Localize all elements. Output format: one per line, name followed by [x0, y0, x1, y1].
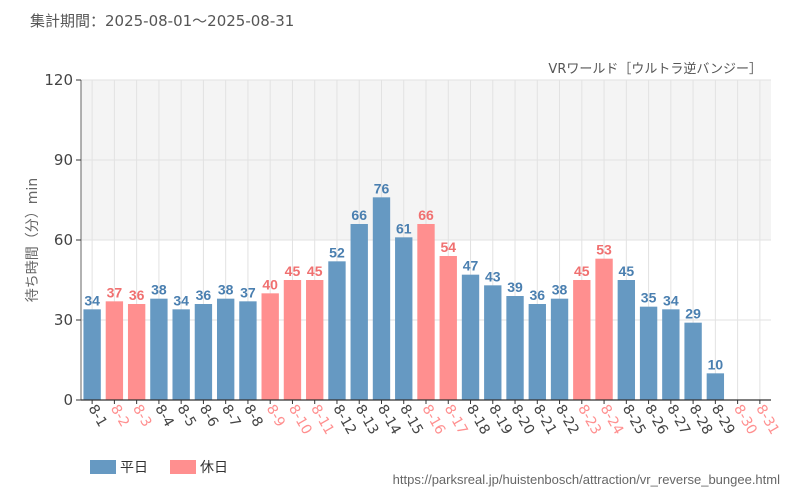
value-label-8-21: 36 [530, 287, 546, 303]
x-tick-label-8-9: 8-9 [263, 402, 288, 430]
bar-8-2 [105, 301, 124, 400]
bar-8-25 [617, 280, 636, 400]
x-tick-label-8-7: 8-7 [218, 402, 243, 430]
y-tick-label: 120 [44, 71, 73, 89]
y-tick-label: 90 [54, 151, 73, 169]
legend-swatch-weekday [90, 460, 116, 474]
bar-8-4 [150, 298, 168, 400]
y-tick-label: 0 [63, 391, 73, 409]
bar-8-27 [662, 309, 680, 400]
x-tick-label-8-4: 8-4 [151, 402, 176, 430]
value-label-8-15: 61 [396, 220, 412, 236]
bar-8-8 [239, 301, 257, 400]
value-label-8-4: 38 [151, 282, 167, 298]
x-tick-label-8-1: 8-1 [85, 402, 110, 430]
value-label-8-17: 54 [440, 239, 456, 255]
value-label-8-1: 34 [84, 292, 100, 308]
legend-item-holiday[interactable]: 休日 [170, 457, 228, 477]
bar-8-10 [283, 280, 302, 400]
bar-8-5 [172, 309, 190, 400]
bar-8-26 [639, 306, 658, 400]
y-tick-label: 30 [54, 311, 73, 329]
bar-8-18 [461, 274, 480, 400]
bar-8-28 [684, 322, 702, 400]
value-label-8-5: 34 [173, 292, 189, 308]
bar-8-29 [706, 373, 725, 400]
value-label-8-20: 39 [507, 279, 523, 295]
value-label-8-24: 53 [596, 242, 612, 258]
bar-8-19 [484, 285, 502, 400]
bar-8-24 [595, 258, 613, 400]
chart-title: VRワールド［ウルトラ逆バンジー］ [548, 61, 762, 77]
value-label-8-27: 34 [663, 292, 679, 308]
bar-8-12 [328, 261, 346, 400]
x-tick-label-8-2: 8-2 [107, 402, 132, 430]
bar-8-11 [306, 280, 324, 400]
y-axis-label: 待ち時間（分）min [25, 178, 41, 302]
value-label-8-29: 10 [708, 356, 724, 372]
value-label-8-13: 66 [351, 207, 367, 223]
bar-8-23 [573, 280, 591, 400]
bar-8-3 [127, 304, 146, 400]
value-label-8-23: 45 [574, 263, 590, 279]
period-label: 集計期間：2025-08-01～2025-08-31 [30, 12, 295, 30]
x-tick-label-8-8: 8-8 [240, 402, 265, 430]
legend-label-weekday: 平日 [120, 460, 148, 476]
bar-8-20 [506, 296, 524, 400]
value-label-8-18: 47 [463, 258, 479, 274]
value-label-8-14: 76 [374, 180, 390, 196]
value-label-8-12: 52 [329, 244, 345, 260]
value-label-8-9: 40 [262, 276, 278, 292]
bar-8-6 [194, 304, 213, 400]
bar-8-9 [261, 293, 279, 400]
value-label-8-26: 35 [641, 290, 657, 306]
legend-swatch-holiday [170, 460, 196, 474]
bar-8-15 [395, 237, 413, 400]
value-label-8-2: 37 [107, 284, 123, 300]
value-label-8-3: 36 [129, 287, 145, 303]
bar-8-17 [439, 256, 457, 400]
legend: 平日 休日 [90, 457, 228, 477]
value-label-8-16: 66 [418, 207, 434, 223]
value-label-8-11: 45 [307, 263, 323, 279]
bar-8-14 [372, 197, 391, 400]
value-label-8-7: 38 [218, 282, 234, 298]
x-tick-label-8-31: 8-31 [752, 402, 782, 438]
x-tick-label-8-6: 8-6 [196, 402, 221, 430]
bar-8-1 [83, 309, 101, 400]
value-label-8-6: 36 [196, 287, 212, 303]
bar-8-13 [350, 224, 368, 400]
bar-8-21 [528, 304, 546, 400]
x-tick-label-8-3: 8-3 [129, 402, 154, 430]
bar-8-16 [417, 224, 435, 400]
bar-8-22 [550, 298, 569, 400]
legend-item-weekday[interactable]: 平日 [90, 457, 148, 477]
value-label-8-28: 29 [685, 306, 701, 322]
y-tick-label: 60 [54, 231, 73, 249]
value-label-8-8: 37 [240, 284, 256, 300]
source-url[interactable]: https://parksreal.jp/huistenbosch/attrac… [392, 472, 780, 487]
value-label-8-19: 43 [485, 268, 501, 284]
legend-label-holiday: 休日 [200, 460, 228, 476]
bar-8-7 [216, 298, 235, 400]
value-label-8-25: 45 [619, 263, 635, 279]
value-label-8-22: 38 [552, 282, 568, 298]
value-label-8-10: 45 [285, 263, 301, 279]
x-tick-label-8-5: 8-5 [174, 402, 199, 430]
